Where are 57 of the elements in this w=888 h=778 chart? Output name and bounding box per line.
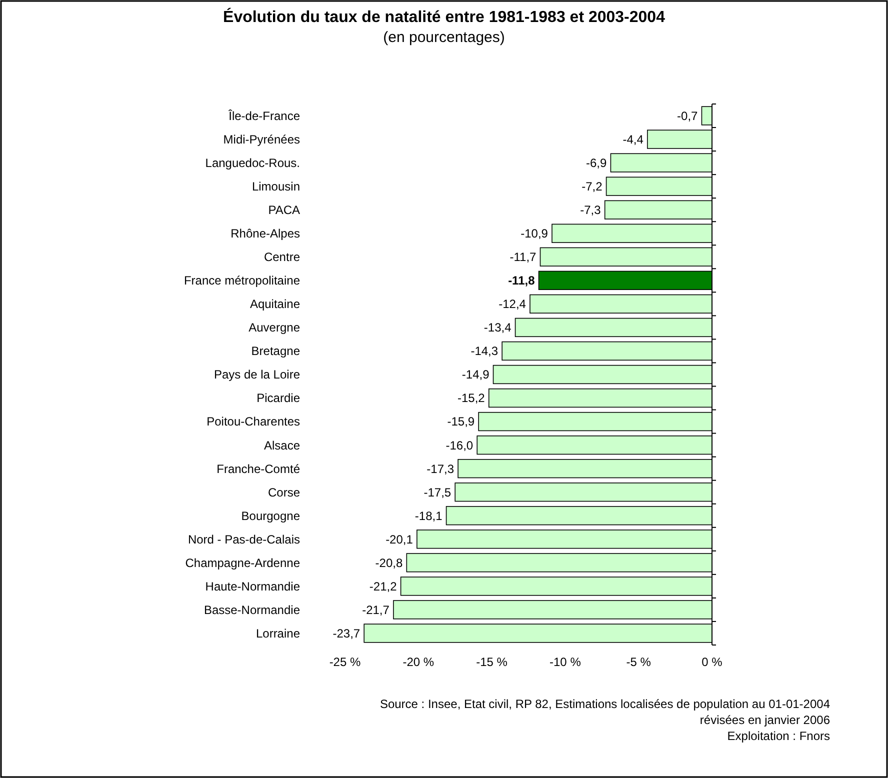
x-tick-label: -5 %: [626, 655, 652, 669]
data-label: -4,4: [622, 132, 644, 146]
data-label: -14,3: [470, 344, 498, 358]
chart-subtitle: (en pourcentages): [383, 29, 505, 46]
y-tick-label: Lorraine: [256, 626, 300, 640]
x-tick-label: -20 %: [402, 655, 434, 669]
data-label: -20,8: [375, 556, 403, 570]
y-tick-label: Alsace: [264, 438, 300, 452]
data-label: -12,4: [498, 297, 526, 312]
y-tick-label: France métropolitaine: [184, 274, 300, 288]
data-label: -13,4: [484, 320, 512, 335]
data-label: -20,1: [386, 532, 414, 546]
data-label: -23,7: [332, 626, 360, 640]
y-tick-label: Midi-Pyrénées: [223, 132, 300, 146]
y-tick-label: Champagne-Ardenne: [185, 556, 300, 570]
y-tick-label: Pays de la Loire: [214, 368, 300, 382]
x-tick-label: -15 %: [476, 655, 508, 669]
y-tick-label: Aquitaine: [250, 297, 300, 312]
y-tick-label: Limousin: [252, 180, 300, 194]
data-label: -21,2: [369, 579, 398, 594]
data-label: -18,1: [414, 508, 443, 523]
y-tick-label: Basse-Normandie: [204, 602, 300, 617]
text: révisées en janvier 2006: [700, 713, 830, 727]
x-tick-label: -10 %: [550, 655, 582, 669]
y-tick-label: Franche-Comté: [216, 462, 300, 476]
data-label: -10,9: [520, 226, 548, 241]
y-tick-label: Picardie: [256, 391, 300, 406]
y-tick-label: Centre: [264, 250, 300, 264]
data-label: -15,2: [458, 391, 486, 406]
data-label: -0,7: [677, 108, 698, 123]
y-tick-label: Nord - Pas-de-Calais: [188, 532, 300, 546]
y-tick-label: Auvergne: [248, 320, 300, 335]
text: Exploitation : Fnors: [727, 729, 830, 743]
y-tick-label: Poitou-Charentes: [206, 414, 300, 429]
x-tick-label: -25 %: [329, 655, 361, 669]
data-label: -6,9: [586, 156, 608, 170]
data-label: -11,8: [508, 274, 536, 288]
data-label: -7,2: [582, 180, 603, 194]
data-label: -16,0: [446, 438, 474, 452]
y-tick-label: Rhône-Alpes: [230, 226, 300, 241]
y-tick-label: Bretagne: [251, 344, 300, 358]
source-note: Source : Insee, Etat civil, RP 82, Estimations localisées de population au 01-01-2004: [380, 697, 830, 711]
data-label: -14,9: [462, 368, 490, 382]
data-label: -17,5: [424, 485, 452, 500]
chart-title: Évolution du taux de natalité entre 1981-1983 et 2003-2004: [223, 7, 666, 26]
y-tick-label: Haute-Normandie: [205, 579, 300, 594]
data-label: -7,3: [580, 203, 602, 218]
y-tick-label: PACA: [268, 203, 300, 218]
y-tick-label: Languedoc-Rous.: [205, 156, 300, 170]
x-tick-label: 0 %: [702, 655, 723, 669]
y-tick-label: Bourgogne: [241, 508, 300, 523]
data-label: -17,3: [426, 462, 454, 476]
data-label: -15,9: [447, 414, 475, 429]
y-tick-label: Île-de-France: [228, 108, 300, 123]
y-tick-label: Corse: [268, 485, 300, 500]
data-label: -21,7: [362, 602, 390, 617]
data-label: -11,7: [510, 250, 537, 264]
